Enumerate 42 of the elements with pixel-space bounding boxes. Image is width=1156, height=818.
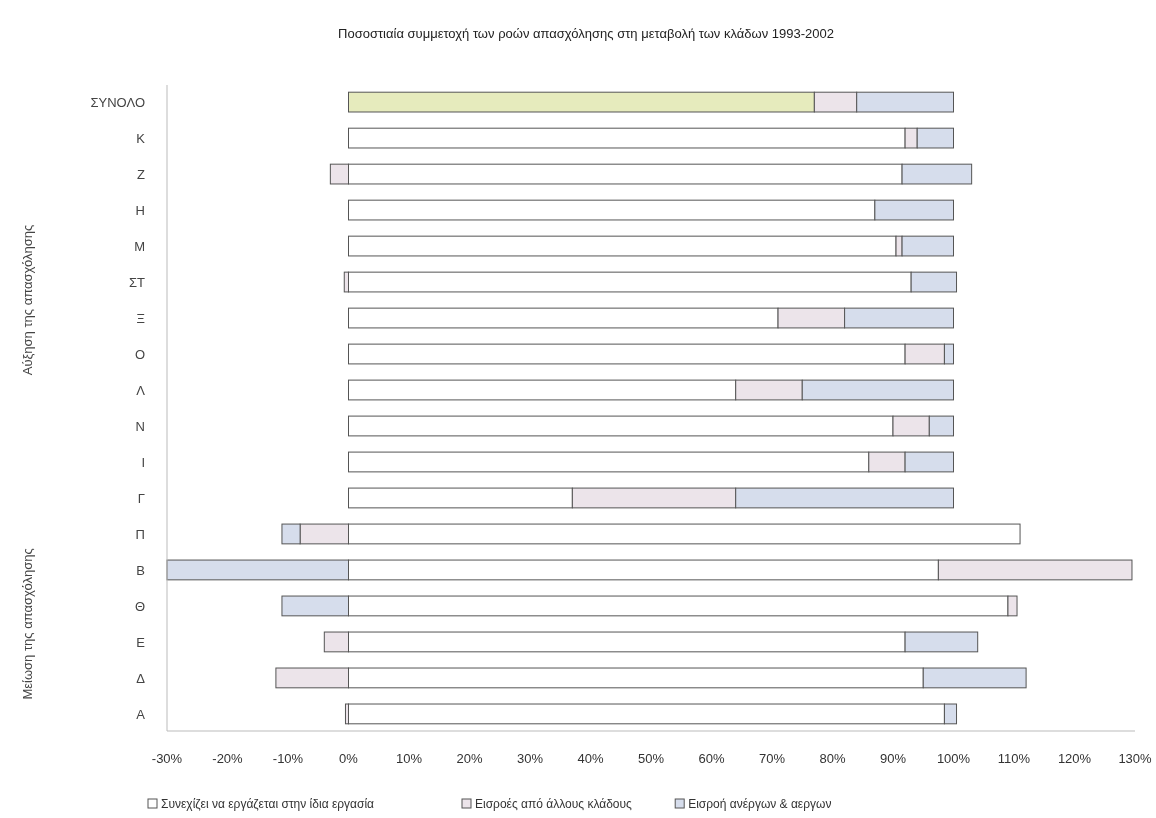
y-tick-label: Π bbox=[135, 526, 145, 542]
y-tick-label: Ε bbox=[136, 634, 146, 650]
bar bbox=[348, 235, 897, 257]
x-tick-label: 100% bbox=[936, 751, 971, 766]
text: Αύξηση της απασχόλησης bbox=[20, 224, 35, 376]
y-tick-label: Ξ bbox=[136, 311, 145, 327]
x-tick-label: 110% bbox=[997, 751, 1031, 766]
x-tick-label: 10% bbox=[395, 751, 423, 766]
legend-label: Εισροή ανέργων & αεργων bbox=[688, 797, 832, 811]
chart-title: Ποσοστιαία συμμετοχή των ροών απασχόλησης στη μεταβολή των κλάδων 1993-2002 bbox=[338, 26, 834, 41]
y-tick-label: ΣΤ bbox=[129, 275, 146, 291]
y-tick-label: Γ bbox=[137, 490, 145, 506]
y-tick-label: Δ bbox=[136, 670, 146, 686]
x-tick-label: 20% bbox=[456, 751, 483, 766]
x-tick-label: 40% bbox=[577, 751, 604, 766]
x-tick-label: 90% bbox=[879, 751, 907, 766]
y-tick-label: Ι bbox=[141, 454, 145, 470]
legend-label: Εισροές από άλλους κλάδους bbox=[475, 797, 633, 811]
y-tick-label: Α bbox=[136, 706, 146, 722]
y-tick-label: Μ bbox=[134, 239, 145, 255]
x-tick-label: 80% bbox=[819, 751, 846, 766]
y-tick-label: Η bbox=[135, 203, 145, 219]
x-tick-label: 130% bbox=[1118, 751, 1153, 766]
x-tick-label: 50% bbox=[637, 751, 665, 766]
x-tick-label: -30% bbox=[151, 751, 183, 766]
legend-label: Συνεχίζει να εργάζεται στην ίδια εργασία bbox=[161, 797, 375, 811]
y-tick-label: Θ bbox=[134, 598, 145, 614]
x-tick-label: -20% bbox=[212, 751, 244, 766]
y-tick-label: Ο bbox=[134, 347, 145, 363]
y-tick-label: Κ bbox=[136, 131, 146, 147]
y-tick-label: Ν bbox=[135, 418, 145, 434]
x-tick-label: 70% bbox=[758, 751, 786, 766]
text: Μείωση της απασχόλησης bbox=[20, 548, 35, 700]
x-tick-label: 0% bbox=[339, 751, 359, 766]
x-tick-label: 30% bbox=[516, 751, 544, 766]
x-tick-label: 60% bbox=[698, 751, 725, 766]
y-tick-label: Λ bbox=[136, 383, 146, 399]
x-tick-label: -10% bbox=[272, 751, 304, 766]
y-tick-label: Β bbox=[136, 562, 145, 578]
y-tick-label: Ζ bbox=[137, 167, 146, 183]
y-tick-label: ΣΥΝΟΛΟ bbox=[90, 95, 145, 111]
x-tick-label: 120% bbox=[1057, 751, 1092, 766]
